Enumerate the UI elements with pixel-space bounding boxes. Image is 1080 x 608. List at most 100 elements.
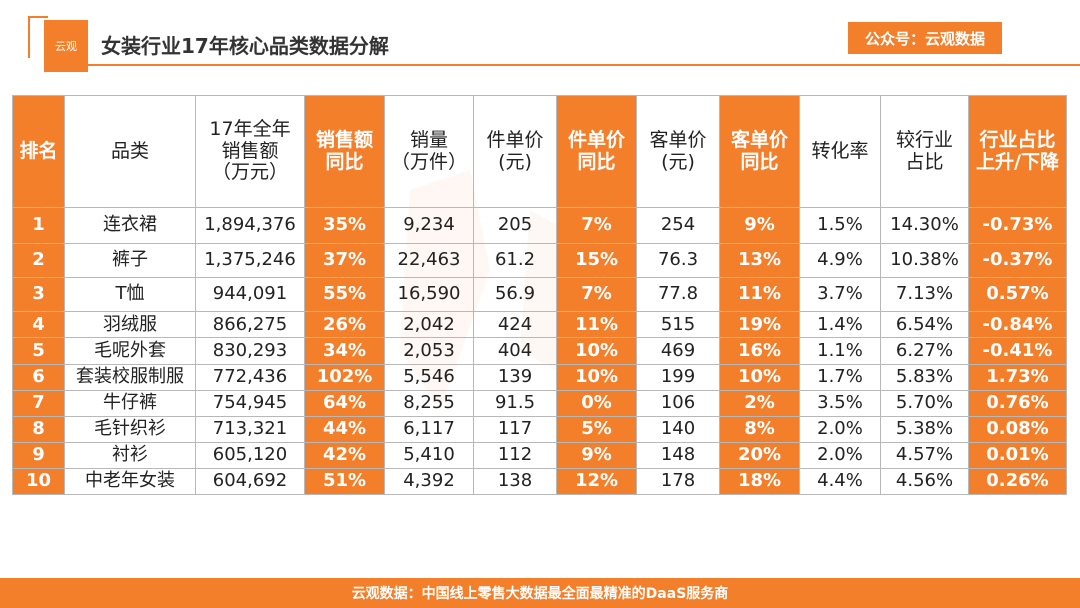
table-cell: 5.83% (880, 363, 969, 391)
table-cell: 7% (556, 277, 637, 313)
column-header: 17年全年 销售额 （万元） (195, 95, 305, 208)
table-cell: 6.54% (880, 311, 969, 339)
table-cell: 8,255 (384, 389, 474, 417)
table-cell: 11% (719, 277, 800, 313)
table-cell: 139 (473, 363, 557, 391)
table-cell: 7.13% (880, 277, 969, 313)
column-header: 行业占比 上升/下降 (968, 95, 1067, 208)
table-cell: 1.1% (799, 337, 881, 365)
table-cell: 76.3 (636, 243, 720, 279)
table-row: 3 T恤 944,091 55% 16,590 56.9 7% 77.8 11% 3.7% 7.13… (12, 277, 1067, 313)
table-cell: 772,436 (195, 363, 305, 391)
table-cell: 羽绒服 (64, 311, 196, 339)
table-cell: 424 (473, 311, 557, 339)
table-cell: 112 (473, 441, 557, 469)
table-cell: 138 (473, 467, 557, 496)
column-header: 件单价 (元) (473, 95, 557, 208)
table-cell: 51% (304, 467, 385, 496)
table-cell: 5,546 (384, 363, 474, 391)
table-cell: 套装校服制服 (64, 363, 196, 391)
table-row: 7 牛仔裤 754,945 64% 8,255 91.5 0% 106 2% 3.5% 5.70% 0… (12, 389, 1067, 417)
table-cell: 16% (719, 337, 800, 365)
table-cell: 605,120 (195, 441, 305, 469)
table-cell: 1 (12, 206, 65, 245)
table-cell: 1.7% (799, 363, 881, 391)
table-cell: 10 (12, 467, 65, 496)
table-cell: 1,375,246 (195, 243, 305, 279)
table-cell: 20% (719, 441, 800, 469)
table-cell: 1.4% (799, 311, 881, 339)
table-cell: 2,042 (384, 311, 474, 339)
table-row: 2 裤子 1,375,246 37% 22,463 61.2 15% 76.3 13% 4.9% 1… (12, 243, 1067, 279)
table-body: 1 连衣裙 1,894,376 35% 9,234 205 7% 254 9% 1.5% 14.30… (12, 206, 1067, 496)
table-cell: 1.73% (968, 363, 1067, 391)
table-cell: 6 (12, 363, 65, 391)
logo-frame-line (28, 16, 30, 58)
table-row: 5 毛呢外套 830,293 34% 2,053 404 10% 469 16% 1.1% 6.27… (12, 337, 1067, 365)
table-cell: 42% (304, 441, 385, 469)
table-cell: 0% (556, 389, 637, 417)
table-cell: 944,091 (195, 277, 305, 313)
table-cell: 5% (556, 415, 637, 443)
table-cell: 91.5 (473, 389, 557, 417)
table-cell: 9% (719, 206, 800, 245)
table-cell: 6,117 (384, 415, 474, 443)
table-cell: -0.84% (968, 311, 1067, 339)
table-cell: 0.08% (968, 415, 1067, 443)
table-cell: 8% (719, 415, 800, 443)
column-header: 品类 (64, 95, 196, 208)
table-cell: 754,945 (195, 389, 305, 417)
table-row: 4 羽绒服 866,275 26% 2,042 424 11% 515 19% 1.4% 6.54%… (12, 311, 1067, 339)
table-cell: 4.9% (799, 243, 881, 279)
table-cell: 2,053 (384, 337, 474, 365)
table-cell: 4.56% (880, 467, 969, 496)
table-cell: 178 (636, 467, 720, 496)
table-cell: 2.0% (799, 415, 881, 443)
table-cell: 713,321 (195, 415, 305, 443)
table-cell: 205 (473, 206, 557, 245)
table-cell: 7% (556, 206, 637, 245)
wechat-account-badge: 公众号：云观数据 (848, 22, 1002, 54)
table-cell: 裤子 (64, 243, 196, 279)
column-header: 销量 （万件） (384, 95, 474, 208)
table-cell: 830,293 (195, 337, 305, 365)
footer-banner: 云观数据：中国线上零售大数据最全面最精准的DaaS服务商 (0, 578, 1080, 608)
table-cell: 4.4% (799, 467, 881, 496)
table-cell: 14.30% (880, 206, 969, 245)
table-cell: 5 (12, 337, 65, 365)
column-header: 客单价 (元) (636, 95, 720, 208)
table-cell: 15% (556, 243, 637, 279)
table-cell: 2.0% (799, 441, 881, 469)
table-cell: 9,234 (384, 206, 474, 245)
table-cell: 1,894,376 (195, 206, 305, 245)
table-cell: 106 (636, 389, 720, 417)
table-cell: 2 (12, 243, 65, 279)
table-header-row: 排名 品类 17年全年 销售额 （万元） 销售额 同比 销量 （万件） 件单价 (元) 件单… (12, 95, 1067, 208)
table-cell: 连衣裙 (64, 206, 196, 245)
table-cell: 404 (473, 337, 557, 365)
table-cell: 148 (636, 441, 720, 469)
table-cell: 毛呢外套 (64, 337, 196, 365)
table-cell: 毛针织衫 (64, 415, 196, 443)
table-cell: 5.70% (880, 389, 969, 417)
table-cell: 34% (304, 337, 385, 365)
table-cell: 5.38% (880, 415, 969, 443)
table-cell: 77.8 (636, 277, 720, 313)
table-row: 10 中老年女装 604,692 51% 4,392 138 12% 178 18% 4.4% 4.… (12, 467, 1067, 496)
table-cell: 102% (304, 363, 385, 391)
column-header: 客单价 同比 (719, 95, 800, 208)
table-cell: 4,392 (384, 467, 474, 496)
category-data-table: 排名 品类 17年全年 销售额 （万元） 销售额 同比 销量 （万件） 件单价 (元) 件单… (12, 95, 1067, 496)
table-cell: 衬衫 (64, 441, 196, 469)
column-header: 销售额 同比 (304, 95, 385, 208)
table-cell: 19% (719, 311, 800, 339)
table-row: 9 衬衫 605,120 42% 5,410 112 9% 148 20% 2.0% 4.57% 0.… (12, 441, 1067, 469)
table-cell: 1.5% (799, 206, 881, 245)
table-cell: 22,463 (384, 243, 474, 279)
column-header: 较行业 占比 (880, 95, 969, 208)
table-cell: 55% (304, 277, 385, 313)
table-cell: 牛仔裤 (64, 389, 196, 417)
table-cell: 12% (556, 467, 637, 496)
table-cell: 0.57% (968, 277, 1067, 313)
table-cell: 0.26% (968, 467, 1067, 496)
